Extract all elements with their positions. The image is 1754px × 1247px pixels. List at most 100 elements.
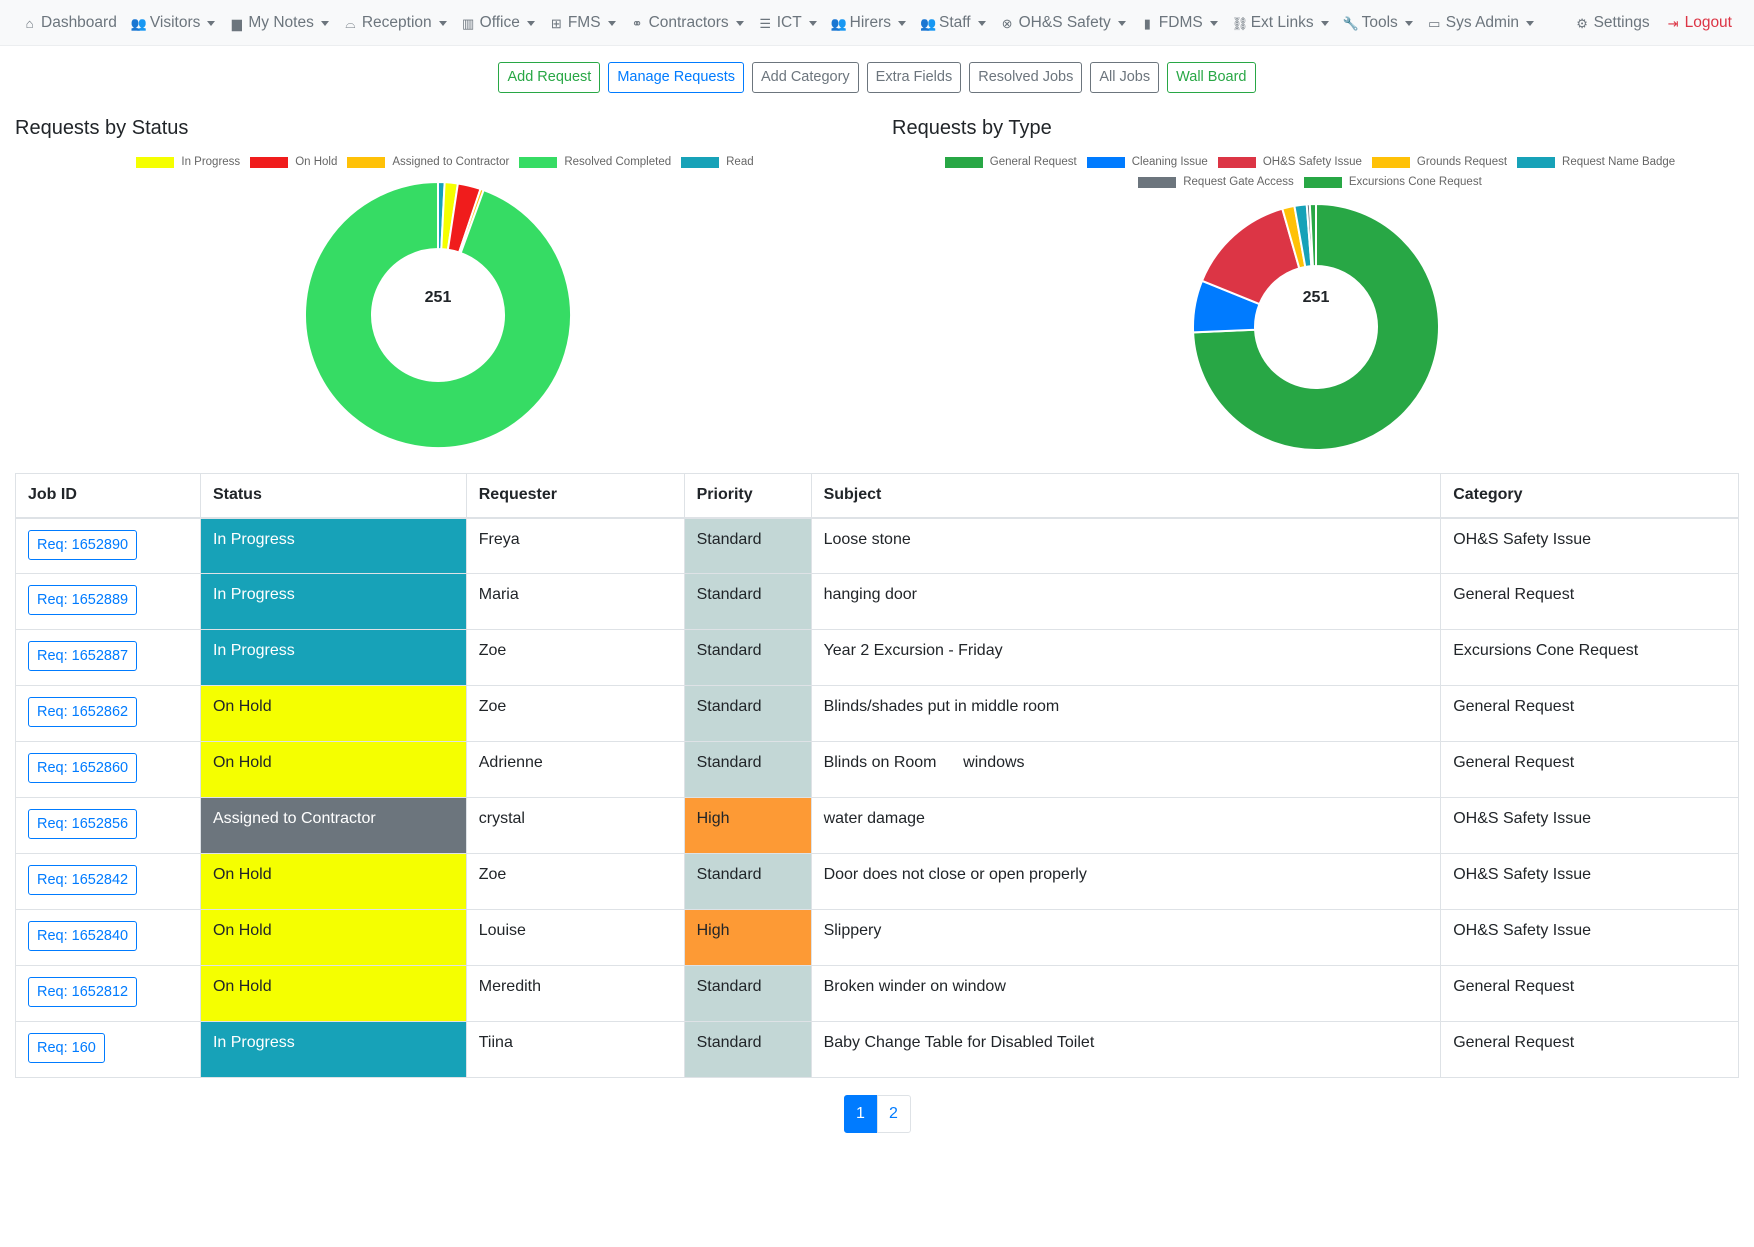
nav-item-staff[interactable]: 👥 Staff <box>920 14 986 32</box>
legend-item[interactable]: Excursions Cone Request <box>1303 176 1482 188</box>
priority-cell: Standard <box>683 1021 812 1078</box>
all-jobs-button[interactable]: All Jobs <box>1090 62 1160 93</box>
header-status[interactable]: Status <box>199 473 467 519</box>
status-cell: In Progress <box>199 629 467 686</box>
resolved-jobs-button[interactable]: Resolved Jobs <box>969 62 1083 93</box>
table-row: Req: 1652840 On Hold Louise High Slippery OH&… <box>15 909 1739 966</box>
requests-table: Job ID Status Requester Priority Subject… <box>15 473 1739 1078</box>
donut-slice-resolved-completed[interactable] <box>304 180 572 449</box>
subject-cell: Door does not close or open properly <box>810 853 1442 910</box>
nav-item-contractors[interactable]: ⚭ Contractors <box>630 14 744 32</box>
job-id-button[interactable]: Req: 1652856 <box>28 809 138 839</box>
job-id-button[interactable]: Req: 1652812 <box>28 977 138 1007</box>
nav-item-visitors[interactable]: 👥 Visitors <box>131 14 216 32</box>
requester-cell: crystal <box>465 797 685 854</box>
legend-label: On Hold <box>295 156 338 168</box>
requester-cell: Adrienne <box>465 741 685 798</box>
header-requester[interactable]: Requester <box>465 473 685 519</box>
header-priority[interactable]: Priority <box>683 473 812 519</box>
logout-link[interactable]: ⇥ Logout <box>1666 14 1732 32</box>
nav-item-fdms[interactable]: ▮ FDMS <box>1140 14 1218 32</box>
donut-slice-excursions-cone-request[interactable] <box>1308 202 1317 268</box>
nav-item-reception[interactable]: ⌓ Reception <box>343 14 447 32</box>
category-cell: General Request <box>1440 741 1739 798</box>
legend-item[interactable]: OH&S Safety Issue <box>1217 156 1362 168</box>
subject-cell: Baby Change Table for Disabled Toilet <box>810 1021 1442 1078</box>
legend-label: Excursions Cone Request <box>1348 176 1482 188</box>
legend-item[interactable]: Resolved Completed <box>519 156 671 168</box>
donut-slice-general-request[interactable] <box>1192 202 1440 451</box>
legend-swatch <box>1517 156 1556 168</box>
legend-item[interactable]: Cleaning Issue <box>1086 156 1208 168</box>
users-icon: 👥 <box>130 15 148 31</box>
nav-label: OH&S Safety <box>1018 14 1111 31</box>
extra-fields-button[interactable]: Extra Fields <box>866 62 962 93</box>
job-id-button[interactable]: Req: 160 <box>28 1033 105 1063</box>
job-id-button[interactable]: Req: 1652889 <box>28 585 138 615</box>
category-cell: General Request <box>1440 965 1739 1022</box>
wall-board-button[interactable]: Wall Board <box>1167 62 1256 93</box>
add-request-button[interactable]: Add Request <box>498 62 601 93</box>
job-id-button[interactable]: Req: 1652862 <box>28 697 138 727</box>
legend-item[interactable]: General Request <box>944 156 1077 168</box>
table-row: Req: 1652887 In Progress Zoe Standard Year 2… <box>15 629 1739 686</box>
legend-item[interactable]: Assigned to Contractor <box>347 156 509 168</box>
table-row: Req: 1652812 On Hold Meredith Standard Broke… <box>15 965 1739 1022</box>
type-total-label: 251 <box>1302 289 1330 306</box>
handshake-icon: ⚭ <box>631 15 643 31</box>
priority-cell: Standard <box>683 965 812 1022</box>
legend-label: Read <box>726 156 754 168</box>
page-2-button[interactable]: 2 <box>876 1095 911 1133</box>
type-donut-chart <box>1192 202 1440 451</box>
status-cell: On Hold <box>199 685 467 742</box>
priority-cell: Standard <box>683 629 812 686</box>
add-category-button[interactable]: Add Category <box>752 62 859 93</box>
manage-requests-button[interactable]: Manage Requests <box>608 62 744 93</box>
requester-cell: Tiina <box>465 1021 685 1078</box>
nav-right: ⚙ Settings ⇥ Logout <box>1559 0 1732 46</box>
status-chart-legend: In Progress On Hold Assigned to Contractor… <box>60 156 830 176</box>
nav-item-sys-admin[interactable]: ▭ Sys Admin <box>1427 14 1535 32</box>
top-navbar: ⌂ Dashboard 👥 Visitors ▆ My Notes ⌓ Reception ▥ O… <box>0 0 1754 46</box>
table-row: Req: 1652862 On Hold Zoe Standard Blinds/sha… <box>15 685 1739 742</box>
legend-item[interactable]: On Hold <box>250 156 337 168</box>
legend-item[interactable]: Request Gate Access <box>1138 176 1294 188</box>
job-id-cell: Req: 1652860 <box>15 741 201 798</box>
nav-item-ext-links[interactable]: ⛓ Ext Links <box>1232 14 1329 32</box>
job-id-button[interactable]: Req: 1652890 <box>28 529 138 560</box>
page-1-button[interactable]: 1 <box>843 1095 878 1133</box>
legend-item[interactable]: In Progress <box>136 156 240 168</box>
job-id-button[interactable]: Req: 1652887 <box>28 641 138 671</box>
nav-label: Sys Admin <box>1445 14 1520 31</box>
job-id-cell: Req: 160 <box>15 1021 201 1078</box>
legend-item[interactable]: Grounds Request <box>1371 156 1508 168</box>
job-id-button[interactable]: Req: 1652842 <box>28 865 138 895</box>
nav-item-fms[interactable]: ⊞ FMS <box>549 14 616 32</box>
nav-item-tools[interactable]: 🔧 Tools <box>1343 14 1413 32</box>
job-id-button[interactable]: Req: 1652840 <box>28 921 138 951</box>
nav-item-oh-s-safety[interactable]: ⊗ OH&S Safety <box>1000 14 1126 32</box>
status-chart-title: Requests by Status <box>15 117 189 139</box>
priority-cell: Standard <box>683 573 812 630</box>
nav-item-dashboard[interactable]: ⌂ Dashboard <box>22 14 117 32</box>
gears-icon: ⚙ <box>1576 15 1588 31</box>
status-cell: In Progress <box>199 573 467 630</box>
legend-swatch <box>944 156 983 168</box>
legend-label: Grounds Request <box>1416 156 1508 168</box>
job-id-button[interactable]: Req: 1652860 <box>28 753 138 783</box>
nav-label: Contractors <box>648 14 729 31</box>
header-job-id[interactable]: Job ID <box>15 473 201 519</box>
legend-item[interactable]: Read <box>681 156 754 168</box>
nav-item-ict[interactable]: ☰ ICT <box>758 14 817 32</box>
nav-item-hirers[interactable]: 👥 Hirers <box>831 14 906 32</box>
nav-item-my-notes[interactable]: ▆ My Notes <box>229 14 329 32</box>
legend-item[interactable]: Request Name Badge <box>1517 156 1675 168</box>
logout-label: Logout <box>1684 14 1732 31</box>
settings-label: Settings <box>1593 14 1650 31</box>
header-category[interactable]: Category <box>1440 473 1739 519</box>
status-cell: On Hold <box>199 741 467 798</box>
nav-item-office[interactable]: ▥ Office <box>461 14 535 32</box>
header-subject[interactable]: Subject <box>810 473 1442 519</box>
settings-link[interactable]: ⚙ Settings <box>1575 14 1650 32</box>
type-chart-title: Requests by Type <box>892 117 1052 139</box>
